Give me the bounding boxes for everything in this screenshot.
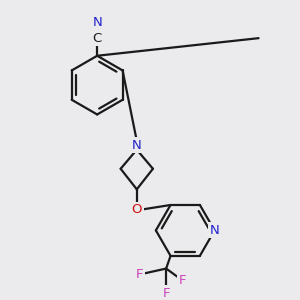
Text: N: N [210, 224, 219, 237]
Text: O: O [131, 203, 142, 216]
Text: F: F [162, 287, 170, 300]
Text: N: N [92, 16, 102, 28]
Text: F: F [178, 274, 186, 287]
Text: C: C [92, 32, 102, 45]
Text: F: F [136, 268, 143, 281]
Text: N: N [132, 139, 142, 152]
